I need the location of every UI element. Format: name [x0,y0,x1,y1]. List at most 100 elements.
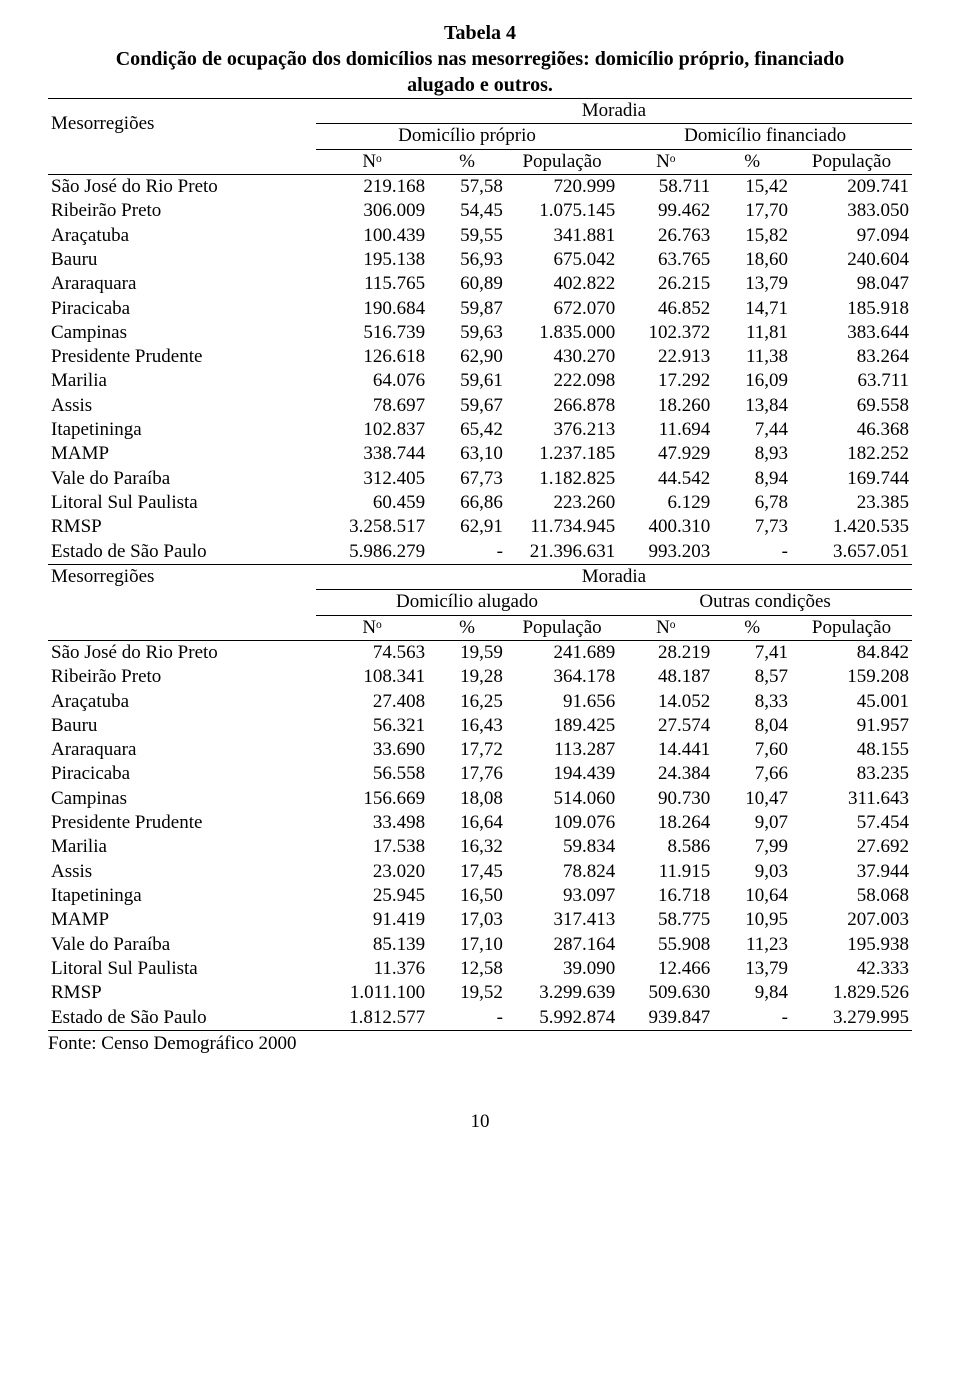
header-mesorregioes: Mesorregiões [48,565,316,590]
header-outras: Outras condições [618,590,912,615]
cell-n: 190.684 [316,297,428,321]
cell-pct2: 11,38 [713,345,791,369]
cell-pop: 3.299.639 [506,981,618,1005]
cell-n2: 27.574 [618,714,713,738]
cell-pct2: 8,33 [713,690,791,714]
cell-n: 1.812.577 [316,1006,428,1031]
title-line-3: alugado e outros. [407,74,553,96]
table-row: Piracicaba190.68459,87672.07046.85214,71… [48,297,912,321]
cell-n2: 8.586 [618,835,713,859]
table-row: Araçatuba100.43959,55341.88126.76315,829… [48,224,912,248]
cell-n: 17.538 [316,835,428,859]
cell-pop2: 23.385 [791,491,912,515]
cell-pct: - [428,540,506,565]
col-no: Nᵒ [316,149,428,174]
cell-pct2: 9,03 [713,860,791,884]
header-alugado: Domicílio alugado [316,590,618,615]
cell-pop: 720.999 [506,174,618,199]
cell-n2: 48.187 [618,665,713,689]
cell-label: Presidente Prudente [48,811,316,835]
cell-pop2: 37.944 [791,860,912,884]
cell-label: MAMP [48,908,316,932]
cell-n: 64.076 [316,369,428,393]
cell-label: Marilia [48,369,316,393]
cell-pct2: 7,73 [713,515,791,539]
cell-pop2: 42.333 [791,957,912,981]
cell-pct: 66,86 [428,491,506,515]
cell-label: Piracicaba [48,297,316,321]
table-row: Estado de São Paulo1.812.577-5.992.87493… [48,1006,912,1031]
cell-pop: 189.425 [506,714,618,738]
table-row: Estado de São Paulo5.986.279-21.396.6319… [48,540,912,565]
cell-pop2: 311.643 [791,787,912,811]
cell-n2: 939.847 [618,1006,713,1031]
cell-pct: 16,32 [428,835,506,859]
cell-pop2: 240.604 [791,248,912,272]
cell-pop: 1.237.185 [506,442,618,466]
cell-n2: 63.765 [618,248,713,272]
cell-pop2: 91.957 [791,714,912,738]
cell-label: Bauru [48,248,316,272]
cell-pct2: 8,93 [713,442,791,466]
cell-n: 74.563 [316,640,428,665]
cell-label: RMSP [48,515,316,539]
cell-pop2: 83.264 [791,345,912,369]
cell-pct: 17,76 [428,762,506,786]
cell-pct2: - [713,540,791,565]
cell-pop: 194.439 [506,762,618,786]
cell-pct2: 8,57 [713,665,791,689]
cell-pct2: 7,44 [713,418,791,442]
cell-pop2: 57.454 [791,811,912,835]
cell-label: Bauru [48,714,316,738]
cell-pct2: 17,70 [713,199,791,223]
cell-n2: 26.215 [618,272,713,296]
cell-pct2: 10,64 [713,884,791,908]
cell-n2: 47.929 [618,442,713,466]
table-row: Piracicaba56.55817,76194.43924.3847,6683… [48,762,912,786]
table-row: Vale do Paraíba312.40567,731.182.82544.5… [48,467,912,491]
cell-pop2: 48.155 [791,738,912,762]
cell-label: Estado de São Paulo [48,1006,316,1031]
cell-n: 156.669 [316,787,428,811]
cell-n: 516.739 [316,321,428,345]
table-a: Mesorregiões Moradia Domicílio próprio D… [48,98,912,565]
cell-pop: 287.164 [506,933,618,957]
cell-pop: 376.213 [506,418,618,442]
cell-n: 306.009 [316,199,428,223]
cell-pop: 402.822 [506,272,618,296]
table-row: Itapetininga25.94516,5093.09716.71810,64… [48,884,912,908]
cell-pop2: 97.094 [791,224,912,248]
cell-n2: 22.913 [618,345,713,369]
col-no: Nᵒ [618,615,713,640]
cell-pct: 59,67 [428,394,506,418]
cell-pop: 223.260 [506,491,618,515]
col-no: Nᵒ [316,615,428,640]
table-row: MAMP338.74463,101.237.18547.9298,93182.2… [48,442,912,466]
cell-pct2: 9,84 [713,981,791,1005]
cell-n: 78.697 [316,394,428,418]
cell-pop2: 83.235 [791,762,912,786]
header-mesorregioes: Mesorregiões [48,99,316,150]
cell-pop: 514.060 [506,787,618,811]
cell-label: Araçatuba [48,224,316,248]
cell-label: Campinas [48,321,316,345]
cell-label: RMSP [48,981,316,1005]
cell-pct2: 15,82 [713,224,791,248]
cell-label: Presidente Prudente [48,345,316,369]
cell-pct2: 11,81 [713,321,791,345]
header-moradia: Moradia [316,99,912,124]
table-b: Mesorregiões Moradia Domicílio alugado O… [48,565,912,1031]
cell-n: 25.945 [316,884,428,908]
cell-n2: 18.264 [618,811,713,835]
cell-pct: 12,58 [428,957,506,981]
table-row: RMSP3.258.51762,9111.734.945400.3107,731… [48,515,912,539]
cell-pop: 109.076 [506,811,618,835]
cell-pop2: 209.741 [791,174,912,199]
cell-n: 56.321 [316,714,428,738]
cell-pop: 675.042 [506,248,618,272]
cell-pct: 59,63 [428,321,506,345]
cell-n: 1.011.100 [316,981,428,1005]
table-row: MAMP91.41917,03317.41358.77510,95207.003 [48,908,912,932]
cell-pop: 1.182.825 [506,467,618,491]
cell-n2: 18.260 [618,394,713,418]
